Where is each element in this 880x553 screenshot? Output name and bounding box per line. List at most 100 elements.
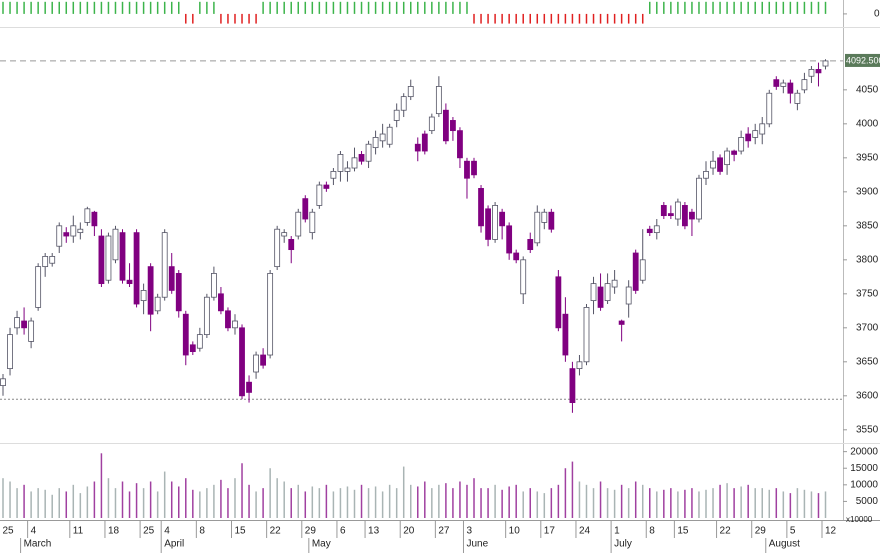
y-tick-label: 3800 (856, 254, 879, 265)
volume-unit-label: x10000 (846, 515, 873, 524)
x-tick-label: 3 (466, 526, 472, 537)
volume-tick-label: 10000 (850, 479, 878, 490)
month-label: May (312, 539, 331, 550)
candle-body (731, 150, 738, 155)
candle-body (400, 96, 407, 111)
y-tick-label: 3650 (856, 356, 879, 367)
candle-body (478, 188, 484, 227)
candle-body (534, 211, 541, 244)
candle-body (407, 86, 414, 98)
candle-body (787, 82, 794, 94)
candle-body (759, 123, 766, 135)
candle-body (562, 313, 569, 356)
candle-body (365, 143, 372, 162)
x-tick-label: 4 (164, 526, 170, 537)
candle-body (597, 286, 604, 308)
candle-body (492, 205, 499, 240)
candle-body (548, 211, 555, 230)
candle-body (752, 130, 759, 138)
candle-body (225, 310, 231, 329)
candle-body (393, 109, 400, 121)
indicator-tick-label: 0 (874, 9, 880, 20)
candle-body (773, 79, 780, 87)
candle-body (351, 157, 358, 169)
candle-body (428, 116, 435, 132)
candle-body (253, 354, 259, 373)
candle-body (288, 239, 295, 251)
candle-body (667, 213, 674, 217)
month-label: March (24, 539, 52, 550)
candle-body (604, 283, 611, 302)
candle-body (28, 320, 35, 342)
candle-body (232, 320, 238, 329)
volume-tick-label: 15000 (850, 463, 878, 474)
candle-body (674, 201, 681, 220)
candle-body (689, 211, 695, 220)
x-tick-label: 8 (199, 526, 205, 537)
candle-body (745, 133, 752, 142)
candle-body (337, 154, 344, 172)
candle-body (780, 82, 787, 87)
candle-body (703, 171, 709, 179)
candle-body (646, 228, 653, 234)
candle-body (239, 327, 245, 397)
x-tick-label: 15 (234, 526, 246, 537)
y-tick-label: 3600 (856, 390, 879, 401)
candle-body (281, 232, 288, 237)
x-tick-label: 25 (3, 526, 15, 537)
candle-body (7, 334, 13, 370)
x-tick-label: 24 (579, 526, 591, 537)
candle-body (175, 273, 182, 312)
candle-body (267, 273, 274, 356)
candle-body (91, 211, 98, 227)
candle-body (576, 361, 583, 370)
candle-body (189, 344, 196, 353)
candle-body (105, 235, 112, 281)
last-price-label: 4092.500 (846, 55, 880, 65)
candle-body (717, 157, 723, 172)
candle-body (21, 320, 27, 329)
candle-body (196, 334, 203, 349)
candle-body (302, 198, 309, 220)
x-tick-label: 13 (368, 526, 380, 537)
y-tick-label: 3700 (856, 322, 879, 333)
candle-body (414, 143, 421, 152)
candle-body (84, 208, 91, 223)
candle-body (808, 69, 815, 77)
candle-body (506, 225, 513, 254)
candle-body (309, 211, 316, 234)
y-tick-label: 3900 (856, 186, 879, 197)
candle-body (126, 279, 133, 285)
candle-body (14, 317, 20, 329)
last-price-box (845, 53, 880, 67)
candle-body (794, 92, 801, 104)
x-tick-label: 8 (649, 526, 655, 537)
candle-body (182, 313, 189, 356)
candle-body (611, 279, 618, 288)
candle-body (485, 208, 491, 240)
x-tick-label: 12 (825, 526, 837, 537)
x-tick-label: 11 (73, 526, 84, 537)
candle-body (639, 259, 646, 281)
x-tick-label: 29 (755, 526, 767, 537)
candle-body (133, 232, 140, 305)
candle-body (70, 225, 77, 237)
x-tick-label: 27 (438, 526, 450, 537)
candle-body (527, 239, 534, 251)
month-label: June (466, 539, 488, 550)
candle-body (696, 177, 702, 220)
x-tick-label: 1 (614, 526, 620, 537)
month-label: July (614, 539, 632, 550)
volume-tick-label: 5000 (856, 496, 879, 507)
candle-body (119, 232, 126, 281)
candle-body (815, 69, 822, 74)
candle-body (442, 109, 449, 142)
y-tick-label: 3550 (856, 424, 879, 435)
month-label: August (769, 539, 800, 550)
candle-body (77, 228, 84, 234)
x-tick-label: 22 (270, 526, 282, 537)
x-tick-label: 22 (720, 526, 732, 537)
candle-body (590, 283, 597, 302)
